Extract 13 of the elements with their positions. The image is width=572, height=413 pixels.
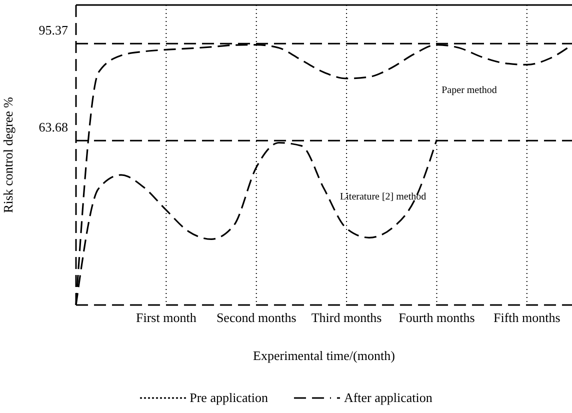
x-tick-label: First month [136, 310, 197, 326]
x-axis-title: Experimental time/(month) [253, 348, 395, 363]
x-tick-label: Fourth months [398, 310, 475, 326]
y-axis-title: Risk control degree % [0, 96, 16, 213]
text: Pre application [190, 390, 268, 406]
x-tick-label: Fifth months [493, 310, 560, 326]
text: Paper method [442, 84, 497, 96]
x-tick-label: Second months [216, 310, 296, 326]
y-tick-label: 63.68 [38, 119, 68, 134]
y-tick-label: 95.37 [38, 22, 68, 38]
series-label: Literature [2] method [340, 192, 426, 203]
x-tick-label: Third months [311, 310, 382, 326]
text: After application [344, 390, 432, 406]
